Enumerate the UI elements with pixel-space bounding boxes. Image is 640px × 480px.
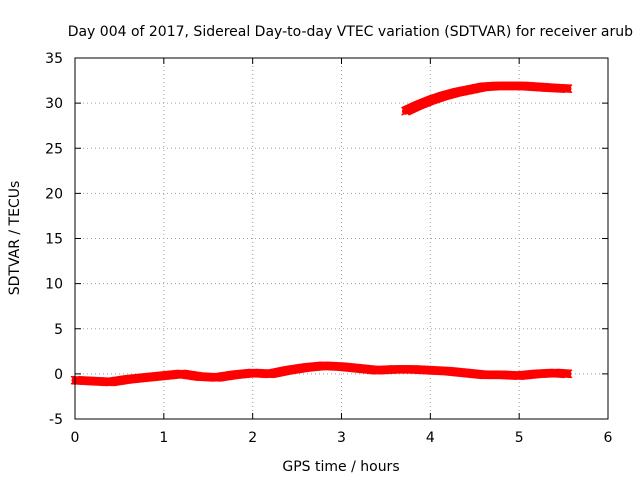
x-tick-label: 4 xyxy=(426,430,435,446)
y-tick-label: -5 xyxy=(49,412,63,428)
y-tick-label: 15 xyxy=(45,232,63,248)
x-tick-label: 0 xyxy=(71,430,80,446)
x-tick-label: 5 xyxy=(515,430,524,446)
y-tick-label: 0 xyxy=(54,367,63,383)
data-point xyxy=(563,369,573,379)
series-1 xyxy=(70,361,573,387)
data-marks xyxy=(70,81,573,387)
y-axis-label: SDTVAR / TECUs xyxy=(7,181,23,296)
y-tick-label: 35 xyxy=(45,51,63,67)
y-tick-label: 25 xyxy=(45,141,63,157)
x-tick-label: 1 xyxy=(159,430,168,446)
y-tick-label: 5 xyxy=(54,322,63,338)
y-tick-label: 10 xyxy=(45,277,63,293)
x-axis-label: GPS time / hours xyxy=(282,459,399,475)
x-tick-label: 6 xyxy=(604,430,613,446)
y-tick-label: 30 xyxy=(45,96,63,112)
chart-title: Day 004 of 2017, Sidereal Day-to-day VTE… xyxy=(68,24,633,40)
series-2 xyxy=(401,81,573,116)
axis-ticks: 0 1 2 3 4 5 6 -5 0 5 10 15 20 25 30 35 xyxy=(45,51,612,446)
x-tick-label: 2 xyxy=(248,430,257,446)
data-point xyxy=(563,84,573,94)
x-tick-label: 3 xyxy=(337,430,346,446)
y-tick-label: 20 xyxy=(45,186,63,202)
